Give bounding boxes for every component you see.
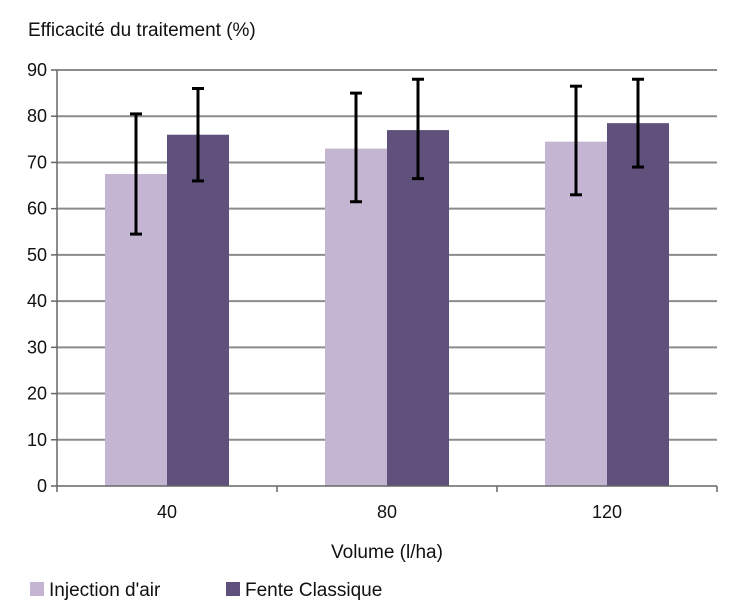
legend-swatch	[30, 582, 44, 596]
y-axis-title: Efficacité du traitement (%)	[28, 20, 256, 41]
legend-label: Fente Classique	[245, 580, 382, 601]
bar	[167, 134, 229, 486]
x-tick-label: 40	[157, 502, 177, 522]
bar	[325, 148, 387, 487]
y-tick-label: 30	[27, 337, 47, 357]
bar	[607, 123, 669, 487]
y-tick-label: 10	[27, 430, 47, 450]
x-tick-label: 80	[377, 502, 397, 522]
y-tick-label: 80	[27, 106, 47, 126]
bar	[387, 130, 449, 487]
y-tick-label: 40	[27, 291, 47, 311]
x-tick-labels: 40 80 120	[157, 502, 622, 522]
y-tick-label: 0	[37, 476, 47, 496]
x-tick-label: 120	[592, 502, 622, 522]
legend-label: Injection d'air	[49, 580, 161, 601]
y-tick-label: 20	[27, 384, 47, 404]
y-tick-label: 50	[27, 245, 47, 265]
legend-swatch	[226, 582, 240, 596]
x-axis-title: Volume (l/ha)	[331, 542, 443, 563]
y-tick-labels: 0 10 20 30 40 50 60 70 80 90	[27, 60, 47, 496]
y-tick-label: 60	[27, 199, 47, 219]
axes	[51, 69, 718, 492]
error-bars	[130, 77, 644, 236]
bar	[545, 141, 607, 486]
y-tick-label: 70	[27, 152, 47, 172]
bars	[105, 123, 669, 487]
legend: Injection d'air Fente Classique	[30, 580, 382, 601]
y-tick-label: 90	[27, 60, 47, 80]
